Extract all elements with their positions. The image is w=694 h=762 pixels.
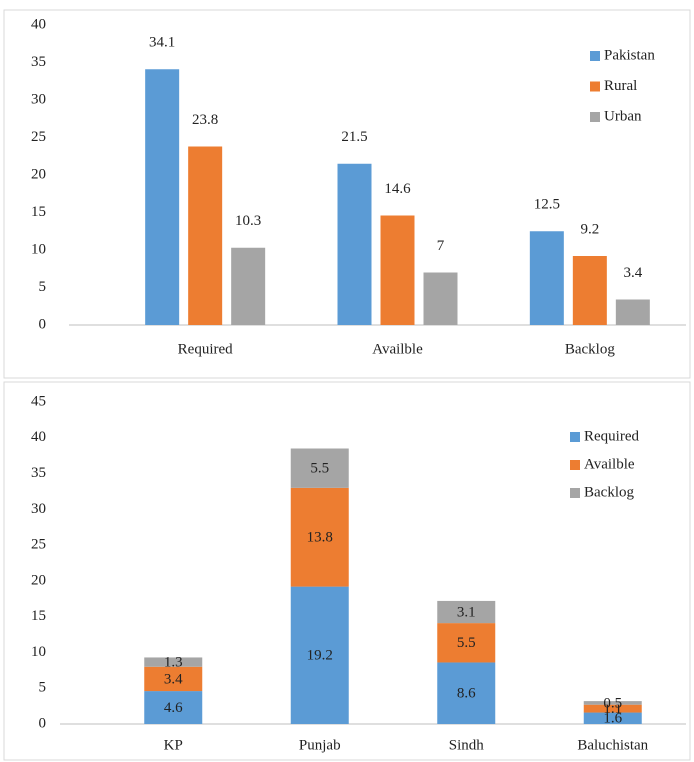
bar-segment [144,657,203,667]
bar-segment [583,712,642,724]
bar-segment [583,704,642,713]
data-label: 3.4 [164,671,183,687]
bar-segment [583,701,642,705]
bar [337,163,372,325]
legend-label: Availble [584,456,635,472]
y-tick-label: 35 [31,54,46,70]
x-tick-label: KP [164,737,183,753]
bar [572,256,607,325]
data-label: 8.6 [457,686,476,702]
y-tick-label: 15 [31,608,46,624]
legend-label: Urban [604,108,642,124]
data-label: 23.8 [192,112,218,128]
data-label: 1.3 [164,655,183,671]
bar-segment [290,586,349,724]
legend-label: Pakistan [604,47,655,63]
data-label: 7 [437,238,445,254]
legend-swatch [570,460,580,470]
bar [423,272,458,325]
x-tick-label: Backlog [565,341,615,357]
panel-border [3,9,691,379]
y-tick-label: 0 [39,715,47,731]
data-label: 12.5 [534,197,560,213]
data-label: 5.5 [310,461,329,477]
bar-segment [144,691,203,724]
y-tick-label: 10 [31,644,46,660]
bar-segment [437,600,496,624]
y-tick-label: 25 [31,537,46,553]
bar [615,299,650,325]
y-tick-label: 25 [31,129,46,145]
legend-swatch [590,81,600,92]
legend-label: Backlog [584,484,634,500]
data-label: 0.5 [603,695,622,711]
x-tick-label: Availble [372,341,423,357]
legend-swatch [570,432,580,442]
legend-label: Required [584,428,639,444]
bar-segment [437,662,496,724]
data-label: 21.5 [341,129,367,145]
bar [231,247,266,325]
y-tick-label: 10 [31,241,46,257]
y-tick-label: 20 [31,572,46,588]
data-label: 10.3 [235,213,261,229]
data-label: 9.2 [580,221,599,237]
data-label: 1.6 [603,711,622,727]
data-label: 19.2 [307,648,333,664]
x-tick-label: Punjab [299,737,341,753]
bar [188,146,223,325]
y-tick-label: 20 [31,166,46,182]
legend-swatch [590,112,600,122]
y-tick-label: 5 [39,680,47,696]
data-label: 34.1 [149,35,175,51]
data-label: 1.1 [603,701,622,717]
y-tick-label: 40 [31,429,46,445]
y-tick-label: 30 [31,91,46,107]
bar-segment [144,666,203,692]
bar [145,69,180,325]
data-label: 3.4 [623,265,642,281]
y-tick-label: 15 [31,204,46,220]
y-tick-label: 30 [31,501,46,517]
panel-border [3,381,691,761]
x-tick-label: Required [178,341,233,357]
legend-label: Rural [604,78,637,94]
bar [529,231,564,325]
y-tick-label: 0 [39,316,47,332]
data-label: 3.1 [457,604,476,620]
bar-segment [437,623,496,663]
data-label: 14.6 [384,181,411,197]
y-tick-label: 5 [39,279,47,295]
data-label: 13.8 [307,530,333,546]
legend-swatch [590,51,600,61]
data-label: 5.5 [457,635,476,651]
y-tick-label: 40 [31,16,46,32]
legend-swatch [570,488,580,498]
y-tick-label: 45 [31,393,46,409]
bar-segment [290,448,349,488]
data-label: 4.6 [164,700,183,716]
bar-segment [290,487,349,587]
x-tick-label: Sindh [449,737,485,753]
bar [380,215,415,325]
x-tick-label: Baluchistan [577,737,648,753]
y-tick-label: 35 [31,465,46,481]
